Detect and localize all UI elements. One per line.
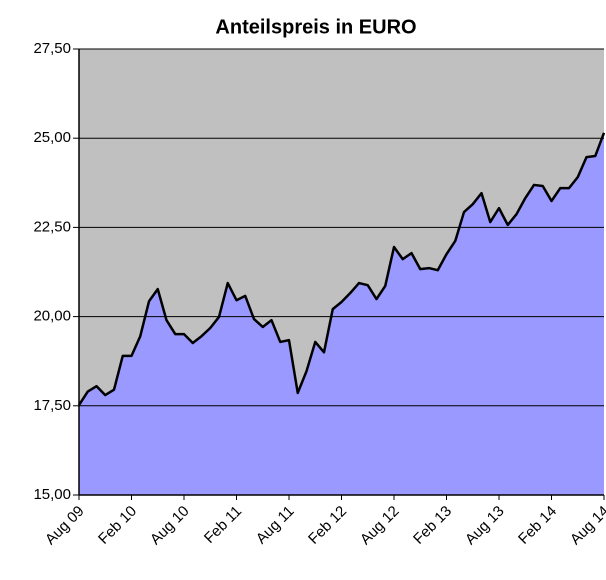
area-fill	[79, 132, 604, 495]
x-tick-label: Aug 14	[567, 503, 606, 549]
y-tick-label: 27,50	[33, 40, 71, 57]
x-tick-label: Aug 13	[462, 503, 508, 549]
y-tick-label: 17,50	[33, 397, 71, 414]
y-tick-label: 22,50	[33, 218, 71, 235]
x-tick-label: Feb 14	[515, 503, 560, 548]
x-tick-label: Feb 12	[305, 503, 350, 548]
x-tick-label: Aug 12	[357, 503, 403, 549]
x-tick-label: Feb 13	[410, 503, 455, 548]
y-tick-label: 15,00	[33, 486, 71, 503]
x-tick-label: Feb 11	[201, 503, 245, 547]
y-tick-label: 20,00	[33, 308, 71, 325]
y-tick-label: 25,00	[33, 129, 71, 146]
x-tick-label: Aug 11	[253, 503, 298, 548]
price-line	[77, 132, 606, 406]
chart-title: Anteilspreis in EURO	[215, 16, 416, 38]
x-tick-label: Feb 10	[95, 503, 140, 548]
x-tick-label: Aug 09	[42, 503, 88, 549]
x-tick-label: Aug 10	[147, 503, 193, 549]
